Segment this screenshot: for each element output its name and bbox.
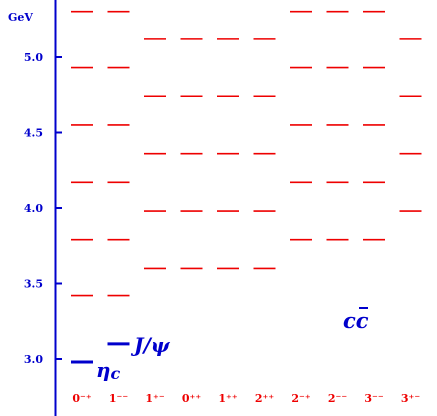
y-ticks: 3.0 3.5 4.0 4.5 5.0 — [24, 51, 62, 366]
eta-c-label: ηc — [96, 358, 121, 383]
category-label: 1⁺⁺ — [218, 392, 237, 405]
category-label: 2⁻⁺ — [291, 392, 310, 405]
j-psi-label: J/ψ — [130, 333, 171, 357]
y-unit-label: GeV — [8, 11, 33, 24]
energy-levels — [71, 10, 422, 364]
y-tick-label: 4.5 — [24, 127, 43, 140]
y-tick-label: 5.0 — [24, 51, 43, 64]
category-label: 0⁻⁺ — [72, 392, 91, 405]
category-labels: 0⁻⁺ 1⁻⁻ 1⁺⁻ 0⁺⁺ 1⁺⁺ 2⁺⁺ 2⁻⁺ 2⁻⁻ 3⁻⁻ 3⁺⁻ — [72, 392, 420, 405]
category-label: 2⁻⁻ — [328, 392, 347, 405]
y-tick-label: 4.0 — [24, 202, 43, 215]
category-label: 1⁺⁻ — [145, 392, 164, 405]
category-label: 0⁺⁺ — [182, 392, 201, 405]
y-tick-label: 3.0 — [24, 353, 43, 366]
category-label: 3⁺⁻ — [401, 392, 420, 405]
system-label: cc — [343, 308, 369, 333]
category-label: 1⁻⁻ — [109, 392, 128, 405]
category-label: 2⁺⁺ — [255, 392, 274, 405]
category-label: 3⁻⁻ — [364, 392, 383, 405]
y-tick-label: 3.5 — [24, 278, 43, 291]
